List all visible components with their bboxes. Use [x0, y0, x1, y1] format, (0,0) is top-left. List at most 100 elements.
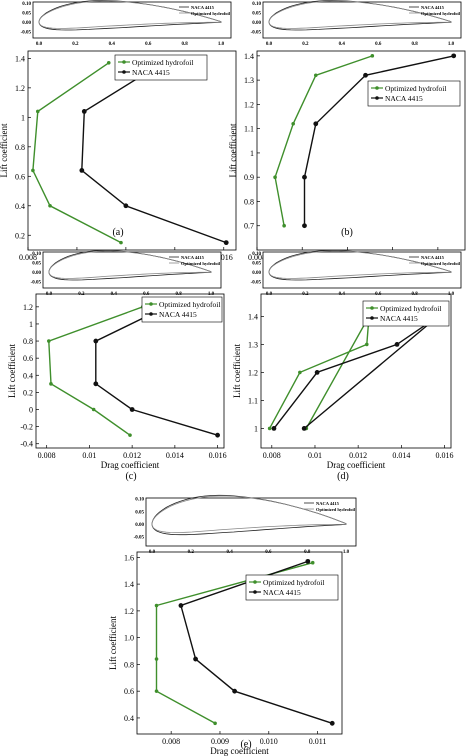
legend-label: Optimized hydrofoil [385, 84, 446, 93]
inset-xtick-label: 0.0 [149, 550, 156, 555]
plot-d: 0.008 0.01 0.012 0.014 0.016 1 1.1 1.2 1.3 1.4 Dra… [232, 293, 454, 482]
series-line [81, 62, 227, 244]
inset-xtick-label: 0.6 [375, 42, 382, 47]
data-point [79, 168, 85, 173]
inset-xtick-label: 0.6 [265, 550, 272, 555]
inset-xtick-label: 0.2 [302, 42, 309, 47]
inset-xtick-label: 0.4 [339, 42, 346, 47]
inset-frame [262, 1, 462, 39]
inset-ytick-label: -0.05 [251, 30, 262, 35]
y-tick-label: 0.6 [23, 354, 33, 363]
y-tick-label: 1.1 [248, 396, 258, 405]
legend-box [141, 296, 223, 323]
data-point [154, 657, 159, 661]
inset-xtick-label: 0.6 [145, 42, 152, 47]
series-line [32, 62, 122, 244]
inset-ytick-label: 0.10 [135, 498, 144, 503]
data-point [154, 689, 159, 693]
inset-ytick-label: 0.05 [32, 262, 41, 267]
data-point [81, 109, 87, 114]
inset-legend-label: Optimized hydrofoil [181, 261, 221, 266]
y-axis-label: Lift coefficient [232, 343, 242, 398]
y-tick-label: -0.2 [20, 423, 33, 432]
x-tick-label: 0.009 [211, 737, 229, 746]
inset-ytick-label: 0.10 [252, 252, 261, 257]
x-tick-label: 0.012 [349, 451, 367, 460]
x-tick-label: 0.01 [82, 451, 96, 460]
plot-frame [35, 293, 225, 449]
legend-marker [122, 60, 126, 64]
inset-xtick-label: 0.2 [72, 42, 79, 47]
y-tick-label: 0.7 [244, 222, 254, 231]
inset-ytick-label: -0.05 [21, 30, 32, 35]
inset-airfoil-a: 0.10 0.05 0.00 -0.05 0.0 0.2 0.4 0.6 0.8 1.0 NACA … [21, 0, 232, 47]
data-point [363, 72, 368, 78]
plot-frame [260, 293, 452, 449]
inset-legend-label: Optimized hydrofoil [316, 507, 356, 512]
legend-marker [375, 96, 379, 100]
inset-frame [42, 251, 222, 289]
inset-airfoil-d: 0.100.050.00-0.050.0 0.2 0.4 0.6 0.8 1.0NACA … [251, 250, 462, 297]
panel-label: (d) [337, 471, 349, 482]
legend-label: NACA 4415 [380, 314, 418, 323]
inset-xtick-label: 0.8 [175, 292, 182, 297]
inset-ytick-label: -0.05 [251, 280, 262, 285]
y-tick-label: 0.6 [15, 172, 25, 181]
inset-xtick-label: 0.0 [266, 292, 273, 297]
inset-xtick-label: 0.8 [411, 292, 418, 297]
data-point [49, 382, 53, 386]
legend-label: Optimized hydrofoil [132, 58, 193, 67]
inset-xtick-label: 0.4 [109, 42, 116, 47]
x-tick-label: 0.008 [162, 737, 180, 746]
y-tick-label: 1.3 [244, 76, 254, 85]
inset-xtick-label: 0.0 [266, 42, 273, 47]
data-point [305, 558, 311, 564]
y-tick-label: 1.0 [124, 634, 134, 643]
data-point [119, 240, 123, 245]
y-axis-label: Lift coefficient [0, 123, 9, 178]
inset-xtick-label: 0.6 [143, 292, 150, 297]
data-point [31, 168, 35, 173]
inset-legend-label: Optimized hydrofoil [421, 11, 461, 16]
inset-ytick-label: -0.05 [134, 536, 145, 541]
x-tick-label: 0.011 [309, 737, 327, 746]
x-tick-label: 0.008 [248, 253, 266, 262]
y-tick-label: 0.6 [124, 687, 134, 696]
data-point [106, 60, 111, 65]
data-point [394, 342, 400, 347]
series-naca-4415 [178, 558, 335, 726]
series-naca-4415 [79, 60, 229, 246]
series-line [274, 55, 373, 226]
data-point [271, 426, 277, 431]
data-point [232, 688, 238, 694]
data-point [193, 656, 198, 662]
legend-label: NACA 4415 [132, 68, 170, 77]
plot-frame [136, 551, 343, 735]
legend-label: NACA 4415 [263, 588, 301, 597]
data-point [302, 223, 307, 229]
data-point [154, 603, 159, 608]
legend-label: Optimized hydrofoil [263, 578, 324, 587]
data-point [178, 603, 184, 608]
x-axis-label: Drag coefficient [210, 746, 269, 756]
y-tick-label: 0.9 [244, 173, 254, 182]
inset-optimized-outline [268, 250, 452, 279]
x-tick-label: 0.014 [392, 451, 410, 460]
y-tick-label: 0.4 [15, 202, 25, 211]
data-point [47, 339, 51, 343]
y-tick-label: 0.8 [244, 197, 254, 206]
legend-marker [149, 312, 153, 316]
x-axis-label: Drag coefficient [327, 460, 386, 470]
inset-ytick-label: 0.10 [32, 252, 41, 257]
inset-legend-label: NACA 4415 [316, 501, 340, 506]
y-tick-label: 1.1 [244, 125, 254, 134]
y-tick-label: 1.4 [244, 52, 254, 61]
x-tick-label: 0.01 [308, 451, 322, 460]
inset-xtick-label: 0.0 [46, 292, 53, 297]
y-tick-label: 1.2 [244, 100, 254, 109]
legend-marker [370, 316, 374, 320]
x-tick-label: 0.008 [38, 451, 56, 460]
data-point [91, 407, 96, 412]
